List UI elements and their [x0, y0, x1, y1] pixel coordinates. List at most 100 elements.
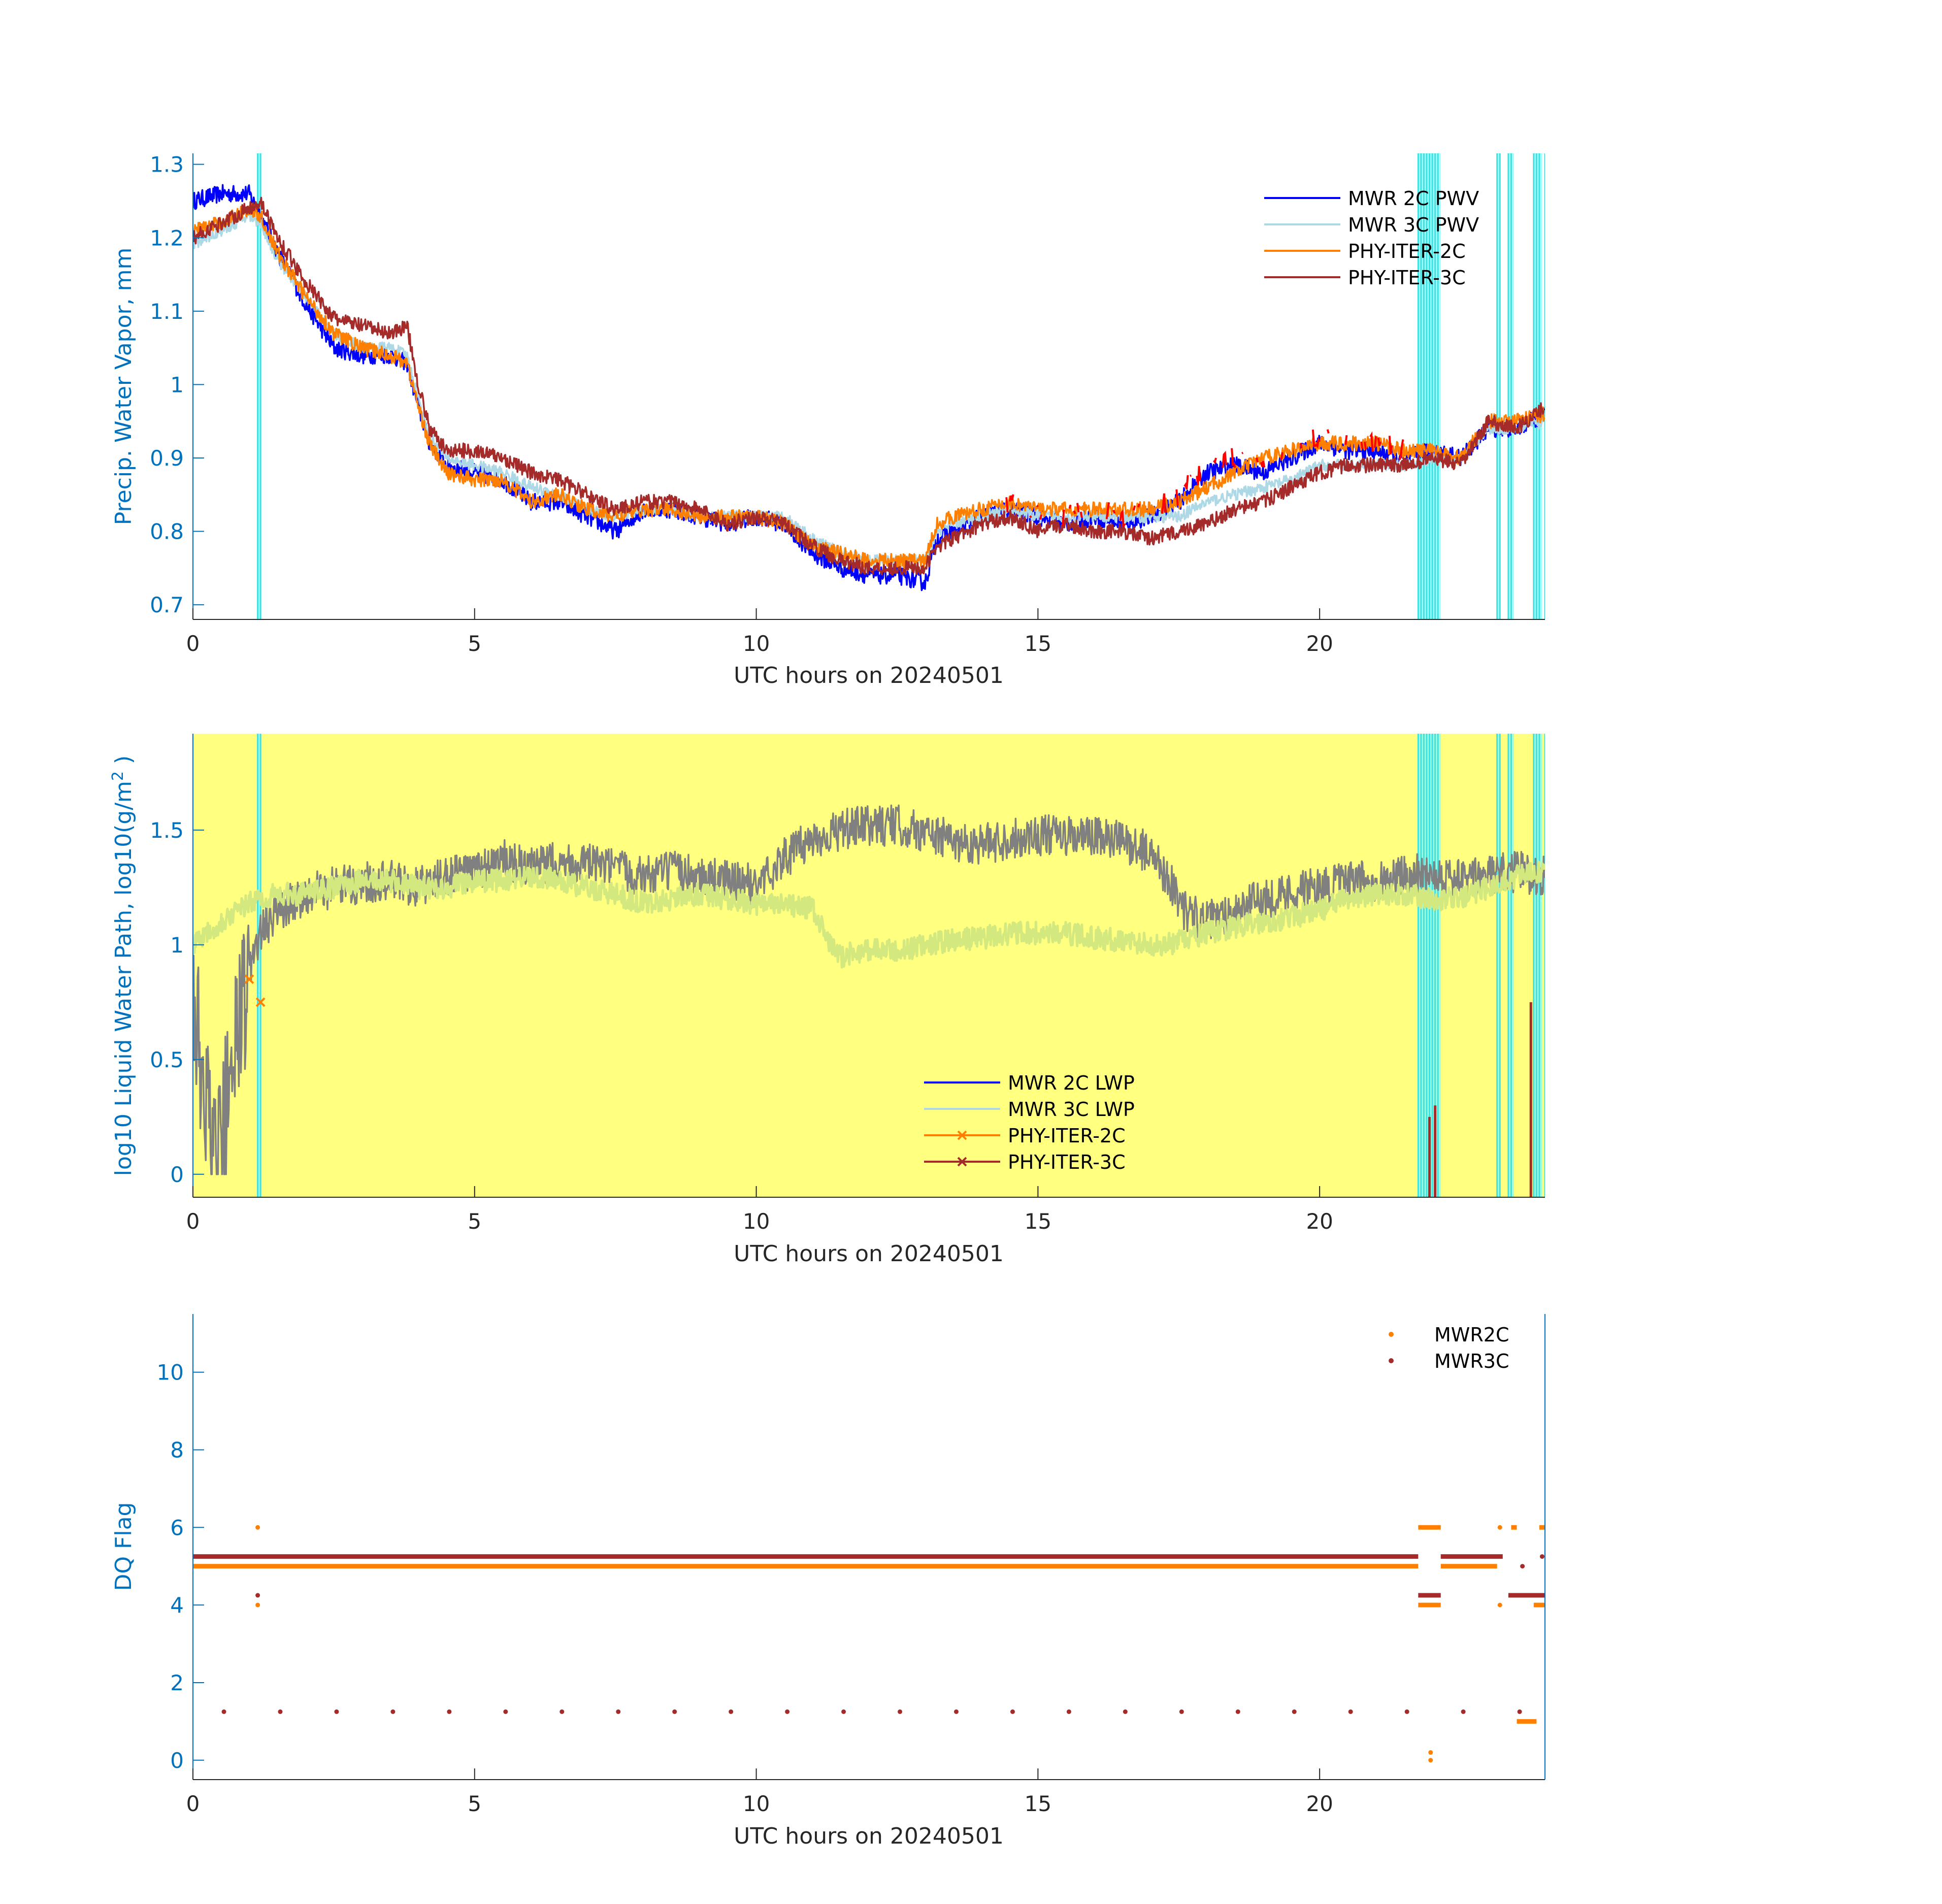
y-tick-label: 8 — [170, 1437, 184, 1462]
x-tick-label: 15 — [1025, 631, 1051, 656]
legend: MWR2C MWR3C — [1389, 1324, 1509, 1372]
legend-marker — [1389, 1358, 1394, 1363]
plot-area — [193, 1314, 1545, 1780]
flag-point — [390, 1709, 396, 1714]
x-axis-label: UTC hours on 20240501 — [734, 663, 1004, 688]
flag-point — [1428, 1758, 1433, 1763]
y-tick-label: 4 — [170, 1593, 184, 1618]
x-tick-label: 5 — [468, 1791, 481, 1816]
data-point — [244, 974, 254, 984]
y-tick-label: 1.1 — [150, 299, 184, 324]
qc-bands — [257, 153, 1545, 619]
flag-point — [1517, 1709, 1522, 1714]
flag-point — [255, 1602, 260, 1607]
y-tick-label: 0 — [170, 1748, 184, 1773]
x-axis-label: UTC hours on 20240501 — [734, 1241, 1004, 1267]
x-tick-label: 0 — [186, 1791, 200, 1816]
legend-label: PHY-ITER-2C — [1008, 1125, 1126, 1147]
qc-band — [1533, 734, 1542, 1197]
x-tick-label: 15 — [1025, 1791, 1051, 1816]
x-tick-label: 10 — [743, 1209, 770, 1234]
x-tick-label: 20 — [1306, 1209, 1333, 1234]
flag-point — [1066, 1709, 1071, 1714]
y-tick-label: 1.2 — [150, 225, 184, 250]
y-axis-label: DQ Flag — [111, 1502, 137, 1591]
y-tick-label: 0.9 — [150, 446, 184, 471]
flag-point — [1179, 1709, 1184, 1714]
series-line-3 — [193, 196, 1545, 576]
legend-label: MWR 2C PWV — [1348, 187, 1479, 210]
flag-point — [1235, 1709, 1240, 1714]
axes: 0 5 10 15 20 0 0.5 1 1.5 — [150, 734, 1545, 1234]
y-tick-label: 0.7 — [150, 593, 184, 617]
flag-point — [616, 1709, 621, 1714]
y-tick-label: 0.5 — [150, 1047, 184, 1072]
x-tick-label: 10 — [743, 1791, 770, 1816]
legend-label: MWR3C — [1434, 1350, 1509, 1372]
axes: 0 5 10 15 20 0 2 4 6 8 10 — [157, 1314, 1545, 1816]
flag-point — [1497, 1525, 1502, 1530]
flag-point — [1461, 1709, 1466, 1714]
y-tick-label: 10 — [157, 1360, 184, 1385]
series-group — [193, 1525, 1545, 1763]
legend-label: MWR 2C LWP — [1008, 1072, 1135, 1094]
flag-point — [1497, 1602, 1502, 1607]
legend-label: MWR 3C PWV — [1348, 214, 1479, 236]
y-tick-label: 1.5 — [150, 818, 184, 843]
lwp-panel: 0 5 10 15 20 0 0.5 1 1.5 UTC hours on 20240501 l… — [109, 734, 1545, 1267]
legend: MWR 2C LWP MWR 3C LWP PHY-ITER-2C PHY-ITER-… — [924, 1072, 1135, 1173]
y-tick-label: 6 — [170, 1515, 184, 1540]
flag-point — [898, 1709, 903, 1714]
flag-point — [1010, 1709, 1015, 1714]
legend-label: PHY-ITER-3C — [1008, 1151, 1126, 1173]
series-line-1 — [193, 861, 1545, 969]
x-tick-label: 20 — [1306, 631, 1333, 656]
x-tick-label: 10 — [743, 631, 770, 656]
qc-band — [257, 734, 261, 1197]
plot-area-background — [193, 1314, 1545, 1780]
y-tick-label: 1 — [170, 372, 184, 397]
x-tick-label: 20 — [1306, 1791, 1333, 1816]
plot-area — [193, 734, 1545, 1197]
legend-marker — [957, 1130, 967, 1140]
plot-area-background — [193, 734, 1545, 1197]
legend-marker — [957, 1157, 967, 1167]
flag-point — [953, 1709, 959, 1714]
x-tick-label: 15 — [1025, 1209, 1051, 1234]
y-tick-label: 2 — [170, 1670, 184, 1695]
flag-point — [503, 1709, 508, 1714]
y-axis-label: Precip. Water Vapor, mm — [111, 248, 137, 526]
flag-point — [221, 1709, 226, 1714]
y-tick-label: 1.3 — [150, 152, 184, 177]
flag-point — [672, 1709, 677, 1714]
flag-point — [1123, 1709, 1128, 1714]
legend-label: MWR2C — [1434, 1324, 1509, 1346]
x-tick-label: 5 — [468, 1209, 481, 1234]
flag-point — [278, 1709, 283, 1714]
legend: MWR 2C PWV MWR 3C PWV PHY-ITER-2C PHY-ITER-… — [1264, 187, 1479, 289]
x-tick-label: 0 — [186, 1209, 200, 1234]
qc-band — [1497, 734, 1500, 1197]
qc-band — [257, 153, 261, 619]
legend-label: MWR 3C LWP — [1008, 1098, 1135, 1121]
y-axis-label-end: ) — [111, 756, 137, 771]
x-tick-label: 0 — [186, 631, 200, 656]
dq-flag-panel: 0 5 10 15 20 0 2 4 6 8 10 UTC hours on 20240501 DQ… — [111, 1314, 1545, 1849]
flag-point — [447, 1709, 452, 1714]
flag-point — [785, 1709, 790, 1714]
flag-point — [1292, 1709, 1297, 1714]
y-axis-label: log10 Liquid Water Path, log10(g/m2 ) — [109, 756, 137, 1176]
flag-point — [334, 1709, 339, 1714]
qc-band — [1533, 153, 1542, 619]
flagged-points — [1005, 429, 1404, 528]
flag-point — [841, 1709, 846, 1714]
y-tick-label: 0.8 — [150, 519, 184, 544]
plot-area — [193, 153, 1545, 619]
x-axis-label: UTC hours on 20240501 — [734, 1823, 1004, 1849]
qc-band — [1497, 153, 1500, 619]
legend-marker — [1389, 1332, 1394, 1337]
flag-point — [1539, 1554, 1544, 1559]
y-tick-label: 1 — [170, 933, 184, 958]
pwv-panel: 0 5 10 15 20 0.7 0.8 0.9 1 1.1 1.2 1.3 UTC hours on… — [111, 152, 1545, 688]
